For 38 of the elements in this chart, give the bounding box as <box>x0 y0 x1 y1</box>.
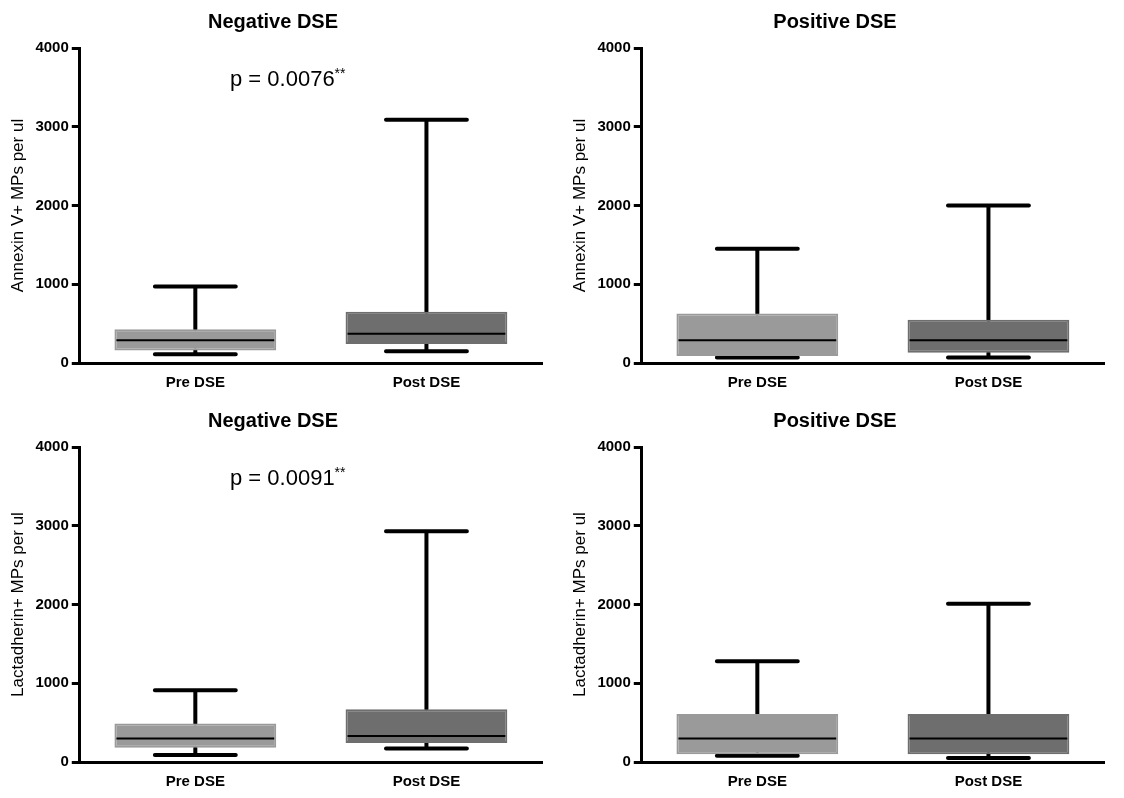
y-tick-label: 3000 <box>35 515 69 533</box>
y-axis-title: Annexin V+ MPs per ul <box>7 118 27 293</box>
y-tick-label: 2000 <box>597 195 631 213</box>
y-tick-label: 4000 <box>35 38 69 56</box>
annotation: p = 0.0091** <box>230 464 347 490</box>
x-tick-label: Pre DSE <box>165 772 225 790</box>
annotation: p = 0.0076** <box>230 65 347 91</box>
y-tick-label: 1000 <box>35 274 69 292</box>
y-tick-label: 1000 <box>597 274 631 292</box>
chart-title: Negative DSE <box>207 408 339 431</box>
y-axis-title: Lactadherin+ MPs per ul <box>7 512 27 697</box>
y-tick-label: 0 <box>60 353 69 371</box>
y-tick-label: 1000 <box>35 673 69 691</box>
y-tick-label: 0 <box>622 752 631 770</box>
y-axis-title: Lactadherin+ MPs per ul <box>569 512 589 697</box>
x-tick-label: Post DSE <box>954 373 1023 391</box>
x-tick-label: Pre DSE <box>727 772 787 790</box>
chart-title: Negative DSE <box>207 9 339 32</box>
x-tick-label: Post DSE <box>954 772 1023 790</box>
y-tick-label: 3000 <box>597 116 631 134</box>
y-tick-label: 3000 <box>597 515 631 533</box>
y-axis-title: Annexin V+ MPs per ul <box>569 118 589 293</box>
y-tick-label: 2000 <box>35 594 69 612</box>
y-tick-label: 2000 <box>597 594 631 612</box>
x-tick-label: Pre DSE <box>727 373 787 391</box>
y-tick-label: 3000 <box>35 116 69 134</box>
x-tick-label: Pre DSE <box>165 373 225 391</box>
y-tick-label: 4000 <box>597 38 631 56</box>
chart-title: Positive DSE <box>773 9 897 32</box>
x-tick-label: Post DSE <box>392 373 461 391</box>
x-tick-label: Post DSE <box>392 772 461 790</box>
y-tick-label: 4000 <box>597 437 631 455</box>
chart-title: Positive DSE <box>773 408 897 431</box>
y-tick-label: 0 <box>622 353 631 371</box>
y-tick-label: 0 <box>60 752 69 770</box>
y-tick-label: 4000 <box>35 437 69 455</box>
y-tick-label: 2000 <box>35 195 69 213</box>
y-tick-label: 1000 <box>597 673 631 691</box>
